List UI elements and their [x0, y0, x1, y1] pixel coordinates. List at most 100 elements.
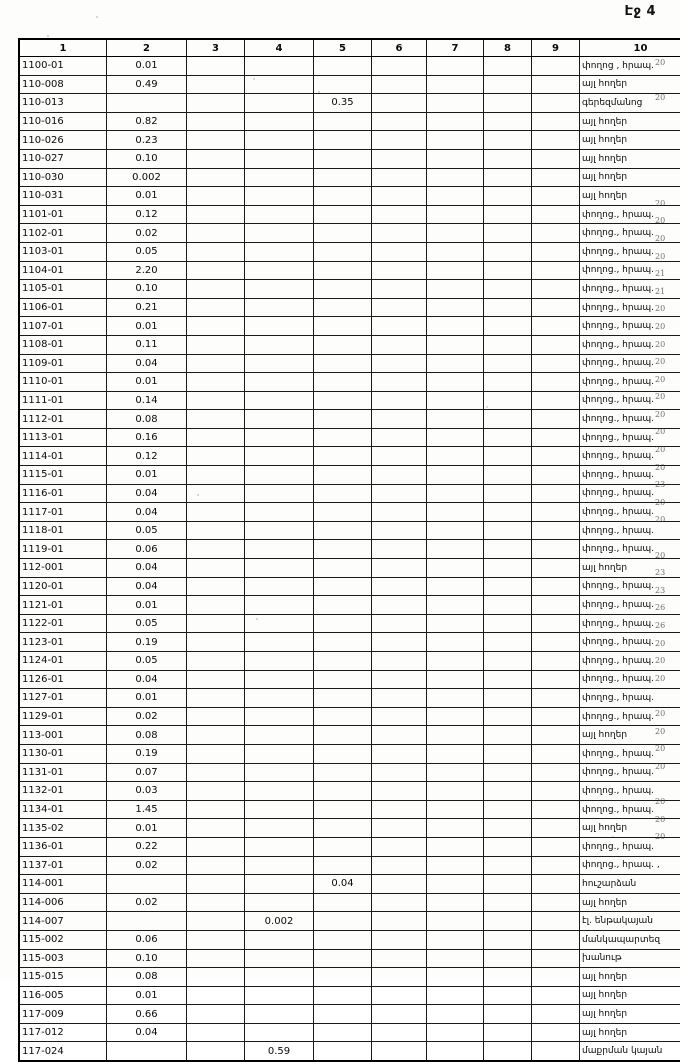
cell-col7	[427, 763, 484, 782]
cell-col7	[427, 782, 484, 801]
cell-col5	[314, 57, 372, 76]
margin-annotation	[655, 775, 680, 793]
cell-col7	[427, 893, 484, 912]
cell-col4	[245, 782, 314, 801]
cell-col9	[532, 503, 580, 522]
cell-col6	[372, 317, 427, 336]
cell-col4	[245, 968, 314, 987]
cell-col2: 0.12	[107, 447, 187, 466]
cell-code: 110-013	[19, 94, 107, 113]
cell-col5	[314, 298, 372, 317]
cell-code: 1129-01	[19, 707, 107, 726]
cell-col4	[245, 428, 314, 447]
cell-col4	[245, 335, 314, 354]
margin-annotation	[655, 846, 680, 864]
cell-col6	[372, 168, 427, 187]
cell-col9	[532, 205, 580, 224]
cell-col4	[245, 280, 314, 299]
cell-col9	[532, 837, 580, 856]
cell-col8	[484, 503, 532, 522]
cell-col5	[314, 280, 372, 299]
cell-col7	[427, 652, 484, 671]
cell-col7	[427, 670, 484, 689]
cell-col2: 0.11	[107, 335, 187, 354]
cell-col5	[314, 354, 372, 373]
cell-col2: 0.14	[107, 391, 187, 410]
cell-col6	[372, 968, 427, 987]
cell-code: 114-006	[19, 893, 107, 912]
cell-col9	[532, 335, 580, 354]
cell-col8	[484, 521, 532, 540]
cell-col8	[484, 670, 532, 689]
cell-col5	[314, 819, 372, 838]
cell-col7	[427, 912, 484, 931]
cell-col3	[187, 726, 245, 745]
cell-col4	[245, 149, 314, 168]
scan-speck	[96, 16, 98, 18]
margin-annotation: 20	[655, 248, 680, 266]
cell-col7	[427, 335, 484, 354]
cell-col2: 0.22	[107, 837, 187, 856]
cell-col4	[245, 75, 314, 94]
cell-col6	[372, 986, 427, 1005]
cell-col7	[427, 112, 484, 131]
cell-col4	[245, 391, 314, 410]
margin-annotation: 20	[655, 195, 680, 213]
margin-annotation: 20	[655, 511, 680, 529]
